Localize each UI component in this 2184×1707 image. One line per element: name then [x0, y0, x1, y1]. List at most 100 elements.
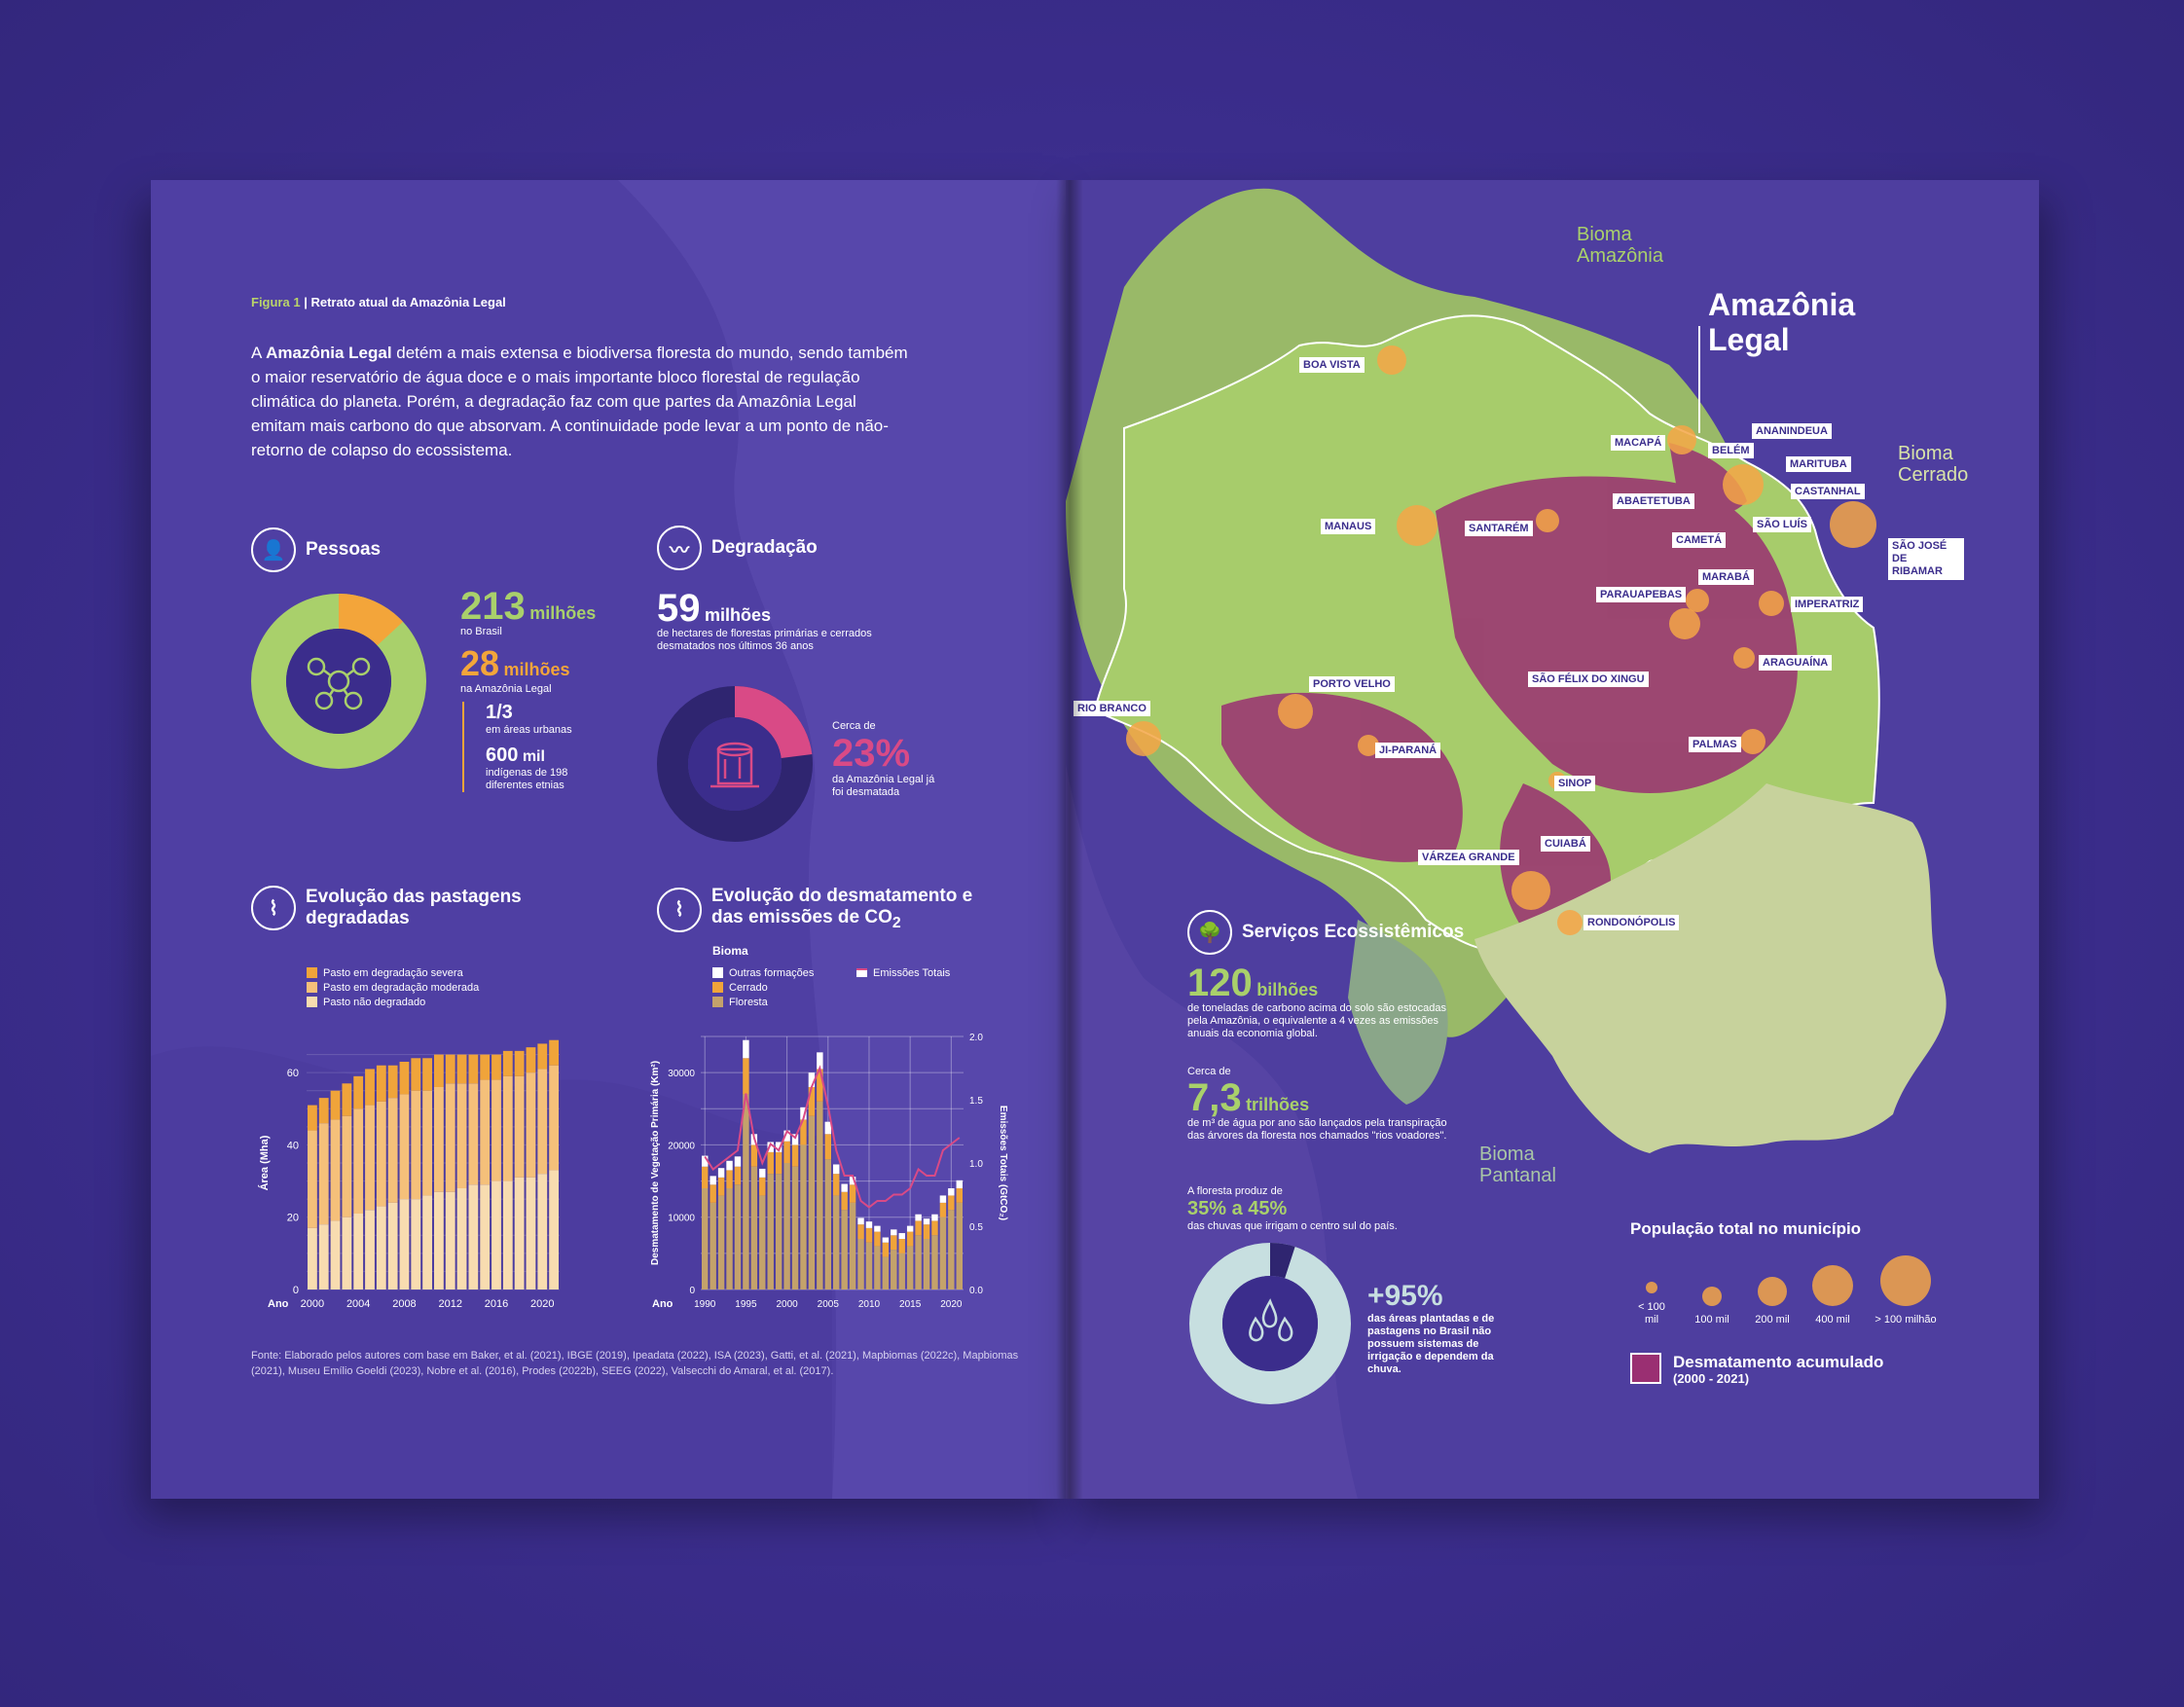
desmatamento-legend: Outras formações Cerrado Floresta: [712, 965, 814, 1009]
city-parauapebas: PARAUAPEBAS: [1596, 587, 1687, 602]
bar-pasto-em-degradação-severa: [537, 1043, 548, 1070]
x-tick-label: 2005: [818, 1299, 840, 1310]
bar-outras-formações: [824, 1121, 831, 1135]
chuva-label: das chuvas que irrigam o centro sul do p…: [1187, 1220, 1398, 1232]
bioma-cerrado-area: [1474, 783, 1947, 1153]
agua-value: 7,3: [1187, 1076, 1242, 1119]
bar-floresta: [800, 1144, 807, 1289]
degradacao-header: 〰 Degradação: [657, 526, 818, 570]
bar-floresta: [791, 1166, 799, 1289]
bar-cerrado: [817, 1069, 823, 1102]
carbono-unit: bilhões: [1256, 980, 1319, 999]
bar-outras-formações: [874, 1225, 881, 1232]
bar-cerrado: [874, 1231, 881, 1247]
title-leader: [1698, 326, 1700, 433]
bar-cerrado: [702, 1166, 709, 1188]
bioma-pantanal-label: Bioma Pantanal: [1479, 1144, 1556, 1186]
bar-cerrado: [906, 1231, 914, 1247]
pastagens-legend: Pasto em degradação severa Pasto em degr…: [307, 965, 479, 1009]
city-ananindeua: ANANINDEUA: [1752, 423, 1832, 439]
y2-tick-label: 0.0: [969, 1286, 983, 1296]
bar-pasto-não-degradado: [468, 1184, 479, 1289]
bar-pasto-não-degradado: [526, 1177, 536, 1289]
bar-cerrado: [710, 1184, 716, 1203]
bar-outras-formações: [948, 1188, 955, 1196]
city-dot: [1511, 871, 1550, 910]
amazonia-label: na Amazônia Legal: [460, 683, 552, 695]
bar-outras-formações: [906, 1225, 914, 1232]
bar-pasto-não-degradado: [480, 1184, 491, 1289]
urban-label: em áreas urbanas: [486, 724, 572, 736]
bar-outras-formações: [931, 1214, 938, 1221]
figure-caption: Figura 1 | Retrato atual da Amazônia Leg…: [251, 295, 506, 309]
y2-tick-label: 1.5: [969, 1096, 983, 1107]
city-porto-velho: PORTO VELHO: [1309, 676, 1395, 692]
bar-pasto-em-degradação-moderada: [480, 1079, 491, 1185]
legend-moderada: Pasto em degradação moderada: [307, 980, 479, 995]
x-axis-label: Ano: [268, 1298, 289, 1310]
irrigacao-donut: [1189, 1243, 1351, 1404]
bar-cerrado: [882, 1242, 890, 1257]
bar-outras-formações: [841, 1183, 848, 1192]
bar-cerrado: [849, 1184, 856, 1203]
pessoas-title: Pessoas: [306, 539, 382, 560]
bar-cerrado: [759, 1177, 766, 1196]
degradacao-unit: milhões: [704, 605, 771, 625]
city-dot: [1740, 729, 1765, 754]
agua-unit: trilhões: [1246, 1095, 1310, 1114]
bar-pasto-não-degradado: [434, 1191, 444, 1289]
x-tick-label: 2000: [301, 1298, 324, 1310]
bioma-cerrado-label: Bioma Cerrado: [1898, 443, 1969, 486]
indig-value: 600: [486, 745, 519, 766]
brasil-unit: milhões: [529, 603, 597, 623]
bar-floresta: [841, 1210, 848, 1289]
bar-pasto-em-degradação-moderada: [330, 1119, 341, 1221]
pop-legend-title: População total no município: [1630, 1219, 1862, 1238]
desmatamento-chart: 0 10000 20000 30000 0.0 0.5 1.0 1.5 2.0 1990 1995 2…: [650, 1033, 1008, 1310]
agua-prefix: Cerca de: [1187, 1066, 1231, 1077]
bar-cerrado: [743, 1058, 749, 1095]
bar-outras-formações: [791, 1134, 799, 1145]
bar-pasto-não-degradado: [387, 1202, 398, 1289]
bar-pasto-em-degradação-moderada: [502, 1075, 513, 1181]
x-axis-label: Ano: [652, 1298, 673, 1310]
bar-outras-formações: [717, 1168, 725, 1178]
city-dot: [1397, 505, 1438, 546]
bar-floresta: [956, 1202, 963, 1289]
y-tick-label: 20000: [668, 1141, 695, 1151]
bar-floresta: [775, 1174, 783, 1289]
bar-pasto-em-degradação-moderada: [549, 1065, 559, 1171]
bar-pasto-em-degradação-severa: [318, 1098, 329, 1124]
city-marituba: MARITUBA: [1786, 456, 1851, 472]
bar-pasto-em-degradação-moderada: [342, 1115, 352, 1217]
trend-line-icon: ⌇: [251, 886, 296, 930]
intro-bold: Amazônia Legal: [266, 344, 392, 362]
city-dot: [1278, 694, 1313, 729]
pastagens-chart: 0 20 40 60 2000 2004 2008 2012 2016 2020 Área (Mha…: [258, 1039, 560, 1310]
brasil-label: no Brasil: [460, 626, 502, 637]
desm-legend-title: Desmatamento acumulado: [1673, 1353, 1884, 1371]
bar-pasto-em-degradação-severa: [491, 1054, 501, 1080]
city-sao-luis: SÃO LUÍS: [1753, 517, 1811, 532]
bar-cerrado: [824, 1134, 831, 1160]
city-dot: [1733, 647, 1755, 669]
bar-pasto-em-degradação-severa: [468, 1054, 479, 1084]
bar-pasto-em-degradação-moderada: [399, 1094, 410, 1200]
brasil-value: 213: [460, 585, 526, 628]
continent-shadow: [1066, 297, 1358, 1499]
bar-floresta: [857, 1239, 864, 1289]
bar-pasto-não-degradado: [365, 1210, 375, 1289]
bar-floresta: [948, 1210, 955, 1289]
city-maraba: MARABÁ: [1698, 569, 1754, 585]
desm-legend-period: (2000 - 2021): [1673, 1371, 1750, 1386]
legend-outras: Outras formações: [712, 965, 814, 980]
donut-center: [286, 629, 391, 734]
bar-cerrado: [956, 1188, 963, 1203]
bar-cerrado: [865, 1227, 873, 1243]
bar-floresta: [750, 1166, 758, 1289]
servicos-agua: Cerca de 7,3 trilhões de m³ de água por …: [1187, 1066, 1479, 1143]
city-palmas: PALMAS: [1689, 737, 1741, 752]
amazonia-value: 28: [460, 643, 500, 683]
pop-legend: < 100 mil 100 mil 200 mil 400 mil > 100 …: [1630, 1255, 1940, 1326]
bar-pasto-não-degradado: [308, 1227, 317, 1289]
